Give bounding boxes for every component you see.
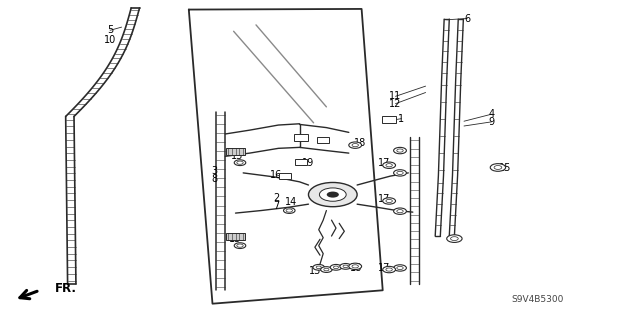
Text: 17: 17 (378, 263, 390, 273)
Circle shape (383, 198, 396, 204)
Text: 3: 3 (211, 166, 218, 176)
Circle shape (319, 188, 346, 201)
Bar (279, 173, 291, 179)
Circle shape (321, 267, 332, 272)
Circle shape (234, 160, 246, 166)
Text: FR.: FR. (54, 282, 76, 294)
Text: 1: 1 (398, 114, 404, 124)
Circle shape (394, 265, 406, 271)
Text: S9V4B5300: S9V4B5300 (511, 295, 564, 304)
Text: 15: 15 (230, 151, 243, 161)
Circle shape (447, 235, 462, 242)
Text: 5: 5 (107, 25, 113, 35)
Text: 8: 8 (211, 174, 218, 184)
Circle shape (383, 266, 396, 273)
Bar (226, 148, 245, 155)
Text: 9: 9 (488, 117, 495, 127)
Text: 11: 11 (389, 91, 402, 101)
Text: 2: 2 (273, 193, 280, 204)
Text: 17: 17 (378, 158, 390, 168)
Text: 6: 6 (464, 13, 470, 24)
Circle shape (349, 142, 362, 148)
Circle shape (313, 264, 324, 270)
Bar (295, 159, 307, 165)
Circle shape (234, 243, 246, 249)
Text: 14: 14 (285, 197, 298, 207)
Circle shape (330, 264, 342, 270)
Text: 10: 10 (104, 35, 116, 45)
Bar (294, 134, 308, 141)
Circle shape (327, 191, 339, 197)
Text: 12: 12 (389, 99, 402, 109)
Text: 13: 13 (308, 265, 321, 276)
Circle shape (490, 164, 506, 171)
Text: 15: 15 (229, 234, 242, 244)
Bar (382, 116, 396, 123)
Circle shape (284, 208, 295, 213)
Text: 19: 19 (302, 158, 315, 168)
Text: 4: 4 (488, 109, 495, 119)
Text: 15: 15 (499, 163, 512, 174)
Text: 18: 18 (353, 138, 366, 148)
Bar (317, 137, 329, 143)
Text: 7: 7 (273, 201, 280, 211)
Text: 17: 17 (378, 194, 390, 204)
Circle shape (308, 182, 357, 207)
Circle shape (383, 162, 396, 168)
Bar (226, 233, 245, 240)
Circle shape (394, 170, 406, 176)
Circle shape (349, 263, 362, 270)
Circle shape (394, 208, 406, 214)
Circle shape (340, 263, 351, 269)
Text: 18: 18 (350, 263, 363, 273)
Text: 16: 16 (270, 170, 283, 180)
Circle shape (394, 147, 406, 154)
